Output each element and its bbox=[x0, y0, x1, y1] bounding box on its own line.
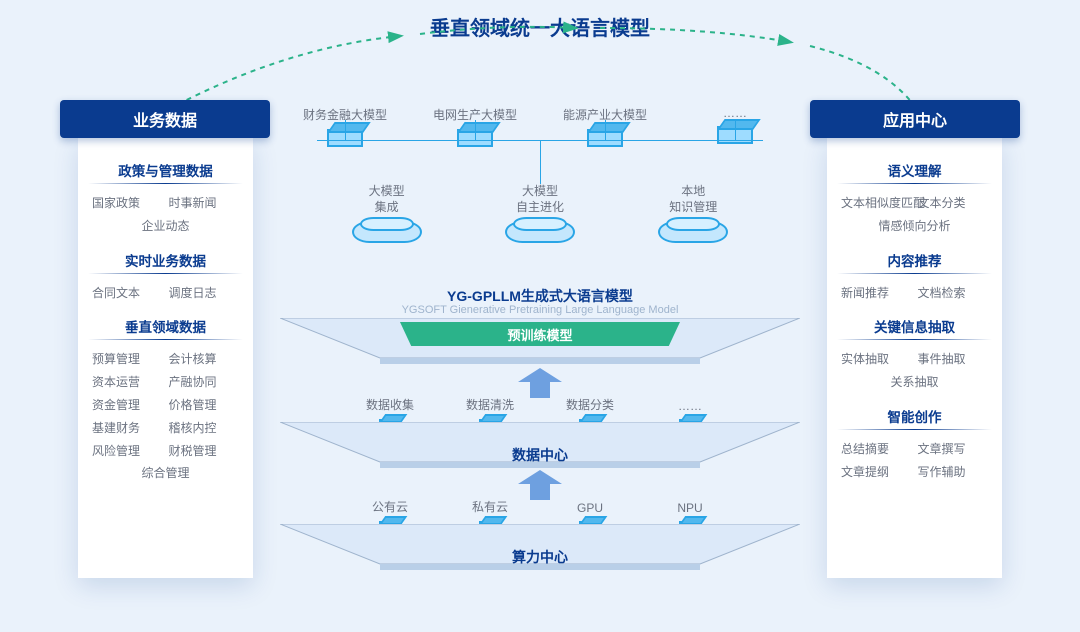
group-title: 智能创作 bbox=[837, 406, 992, 430]
cylinder-icon bbox=[505, 221, 575, 243]
model-subtitle: YGSOFT Gienerative Pretraining Large Lan… bbox=[280, 304, 800, 316]
group-items: 总结摘要文章撰写文章提纲写作辅助 bbox=[837, 438, 992, 490]
domain-model-label: …… bbox=[723, 106, 747, 120]
group-items: 预算管理会计核算资本运营产融协同资金管理价格管理基建财务稽核内控风险管理财税管理… bbox=[88, 348, 243, 491]
group-title: 政策与管理数据 bbox=[88, 160, 243, 184]
data-item-label: 数据收集 bbox=[366, 396, 414, 413]
list-item: 价格管理 bbox=[168, 394, 239, 417]
cyl-label: 集成 bbox=[375, 200, 399, 216]
list-item: 风险管理 bbox=[92, 440, 163, 463]
list-item: 稽核内控 bbox=[168, 417, 239, 440]
data-platform: 数据中心 bbox=[280, 422, 800, 468]
group-title: 垂直领域数据 bbox=[88, 316, 243, 340]
center-diagram: 财务金融大模型电网生产大模型能源产业大模型…… 大模型集成大模型自主进化本地知识… bbox=[280, 106, 800, 622]
arrow-data-to-model bbox=[518, 368, 562, 398]
group-items: 实体抽取事件抽取关系抽取 bbox=[837, 348, 992, 400]
list-item: 关系抽取 bbox=[841, 371, 988, 394]
list-item: 情感倾向分析 bbox=[841, 215, 988, 238]
list-item: 会计核算 bbox=[168, 348, 239, 371]
list-item: 产融协同 bbox=[168, 371, 239, 394]
data-item-label: 数据分类 bbox=[566, 396, 614, 413]
connector-vertical bbox=[475, 120, 476, 140]
list-item: 综合管理 bbox=[92, 462, 239, 485]
connector-vertical bbox=[735, 120, 736, 140]
list-item: 实体抽取 bbox=[841, 348, 912, 371]
left-header: 业务数据 bbox=[60, 100, 270, 138]
list-item: 总结摘要 bbox=[841, 438, 912, 461]
cylinder-icon bbox=[352, 221, 422, 243]
list-item: 财税管理 bbox=[168, 440, 239, 463]
group-items: 文本相似度匹配文本分类情感倾向分析 bbox=[837, 192, 992, 244]
list-item: 企业动态 bbox=[92, 215, 239, 238]
capability-cylinder: 本地知识管理 bbox=[658, 184, 728, 243]
list-item: 事件抽取 bbox=[917, 348, 988, 371]
list-item: 写作辅助 bbox=[917, 461, 988, 484]
cyl-label: 大模型 bbox=[522, 184, 558, 200]
list-item: 时事新闻 bbox=[168, 192, 239, 215]
capability-cylinder: 大模型自主进化 bbox=[505, 184, 575, 243]
group-title: 语义理解 bbox=[837, 160, 992, 184]
group-title: 实时业务数据 bbox=[88, 250, 243, 274]
group-title: 关键信息抽取 bbox=[837, 316, 992, 340]
page-title: 垂直领域统一大语言模型 bbox=[0, 12, 1080, 41]
list-item: 文章提纲 bbox=[841, 461, 912, 484]
list-item: 合同文本 bbox=[92, 282, 163, 305]
data-center-label: 数据中心 bbox=[280, 445, 800, 465]
list-item: 文章撰写 bbox=[917, 438, 988, 461]
list-item: 基建财务 bbox=[92, 417, 163, 440]
list-item: 文档检索 bbox=[917, 282, 988, 305]
compute-item-label: GPU bbox=[577, 501, 603, 515]
list-item: 文本分类 bbox=[917, 192, 988, 215]
list-item: 国家政策 bbox=[92, 192, 163, 215]
cyl-label: 大模型 bbox=[369, 184, 405, 200]
list-item: 资金管理 bbox=[92, 394, 163, 417]
list-item: 调度日志 bbox=[168, 282, 239, 305]
connector-center-down bbox=[540, 140, 541, 184]
cylinder-icon bbox=[658, 221, 728, 243]
data-item-label: 数据清洗 bbox=[466, 396, 514, 413]
capability-cylinder: 大模型集成 bbox=[352, 184, 422, 243]
group-items: 新闻推荐文档检索 bbox=[837, 282, 992, 311]
right-header: 应用中心 bbox=[810, 100, 1020, 138]
compute-platform: 算力中心 bbox=[280, 524, 800, 570]
list-item: 新闻推荐 bbox=[841, 282, 912, 305]
group-title: 内容推荐 bbox=[837, 250, 992, 274]
group-items: 合同文本调度日志 bbox=[88, 282, 243, 311]
capability-cylinders-row: 大模型集成大模型自主进化本地知识管理 bbox=[310, 184, 770, 243]
list-item: 资本运营 bbox=[92, 371, 163, 394]
cyl-label: 本地 bbox=[681, 184, 705, 200]
pretrain-banner: 预训练模型 bbox=[400, 322, 680, 346]
cyl-label: 知识管理 bbox=[669, 200, 717, 216]
cyl-label: 自主进化 bbox=[516, 200, 564, 216]
connector-vertical bbox=[605, 120, 606, 140]
list-item: 文本相似度匹配 bbox=[841, 192, 912, 215]
compute-center-label: 算力中心 bbox=[280, 547, 800, 567]
group-items: 国家政策时事新闻企业动态 bbox=[88, 192, 243, 244]
model-title: YG-GPLLM生成式大语言模型 bbox=[280, 286, 800, 306]
arrow-compute-to-data bbox=[518, 470, 562, 500]
connector-vertical bbox=[345, 120, 346, 140]
data-item-label: …… bbox=[678, 399, 702, 413]
compute-item-label: NPU bbox=[677, 501, 702, 515]
compute-item-label: 私有云 bbox=[472, 498, 508, 515]
compute-item-label: 公有云 bbox=[372, 498, 408, 515]
list-item: 预算管理 bbox=[92, 348, 163, 371]
